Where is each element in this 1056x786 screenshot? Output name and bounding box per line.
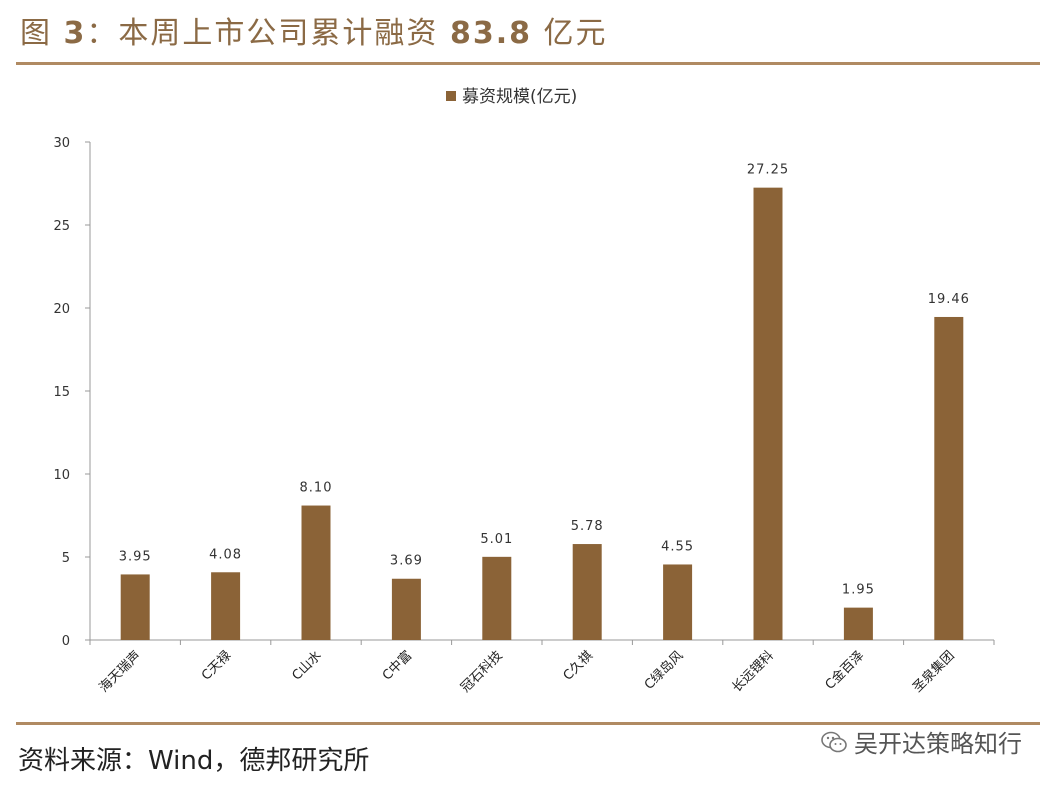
bar — [753, 187, 783, 640]
bar — [843, 607, 873, 640]
y-tick-label: 20 — [53, 302, 70, 317]
watermark: 吴开达策略知行 — [820, 724, 1022, 759]
top-divider — [16, 62, 1040, 65]
bar — [663, 564, 693, 640]
source-note: 资料来源：Wind，德邦研究所 — [18, 746, 370, 776]
title-unit: 亿元 — [532, 16, 608, 51]
legend-label: 募资规模(亿元) — [462, 87, 577, 107]
bar — [391, 578, 421, 640]
x-tick-label: 冠石科技 — [458, 648, 505, 695]
legend-swatch — [446, 91, 456, 101]
x-tick-label: 长远锂科 — [729, 648, 776, 695]
data-label: 5.01 — [480, 532, 513, 547]
x-tick-label: C久祺 — [561, 648, 596, 683]
chart-legend: 募资规模(亿元) — [446, 87, 577, 107]
y-tick-label: 0 — [62, 634, 70, 649]
data-label: 5.78 — [571, 519, 604, 534]
x-tick-label: C山水 — [289, 648, 324, 683]
bar — [934, 316, 964, 640]
y-tick-label: 25 — [53, 219, 70, 234]
data-label: 27.25 — [747, 163, 789, 178]
x-tick-label: C绿岛风 — [641, 648, 686, 693]
bar-chart: 募资规模(亿元) 0 5 10 15 20 25 30 海天瑞声 C天禄 C山水 C中富 冠石科技 C久… — [53, 87, 995, 696]
title-prefix: 图 — [20, 16, 64, 51]
bar — [211, 572, 241, 640]
wechat-icon — [821, 731, 847, 752]
x-tick-label: 圣泉集团 — [910, 648, 958, 696]
y-tick-label: 10 — [53, 468, 70, 483]
data-label: 8.10 — [300, 481, 333, 496]
bar — [301, 505, 331, 640]
y-tick-label: 30 — [53, 136, 70, 151]
data-label: 3.69 — [390, 554, 423, 569]
x-tick-label: 海天瑞声 — [97, 648, 144, 695]
data-label: 3.95 — [119, 549, 152, 564]
title-figure-number: 3 — [63, 16, 87, 51]
data-label: 1.95 — [842, 583, 875, 598]
bottom-divider — [16, 722, 1040, 725]
data-label: 4.55 — [661, 539, 694, 554]
chart-bars: 3.95 4.08 8.10 3.69 5.01 5.78 4.55 27.25 1.95 19.… — [119, 163, 970, 640]
title-amount: 83.8 — [449, 16, 532, 51]
figure-title: 图 3：本周上市公司累计融资 83.8 亿元 — [20, 8, 608, 52]
x-tick-label: C天禄 — [199, 648, 234, 683]
y-tick-label: 15 — [53, 385, 70, 400]
bar — [120, 574, 150, 640]
data-label: 4.08 — [209, 547, 242, 562]
x-tick-label: C中富 — [379, 648, 415, 684]
data-label: 19.46 — [928, 292, 970, 307]
bar — [572, 544, 602, 640]
watermark-text: 吴开达策略知行 — [854, 730, 1022, 758]
x-tick-label: C金百泽 — [822, 648, 867, 693]
y-tick-label: 5 — [62, 551, 70, 566]
title-text: ：本周上市公司累计融资 — [86, 16, 450, 51]
bar — [482, 556, 512, 640]
